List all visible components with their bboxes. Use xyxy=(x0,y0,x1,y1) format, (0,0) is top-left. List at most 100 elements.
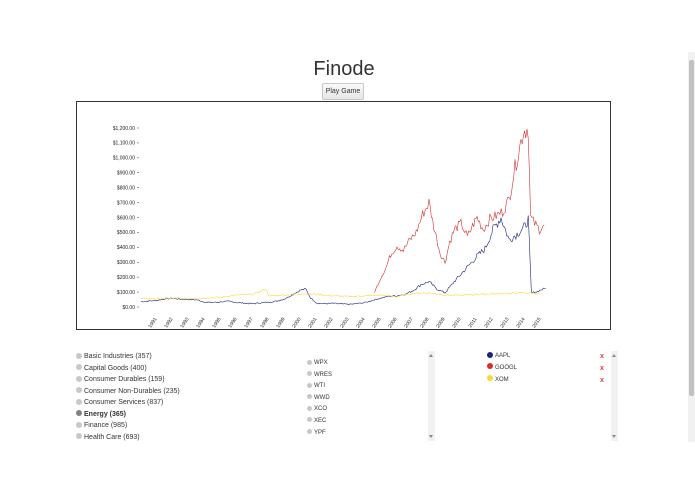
sector-item[interactable]: Health Care (693) xyxy=(74,432,299,442)
sector-item[interactable]: Basic Industries (357) xyxy=(74,351,299,363)
x-tick-label: 2014 xyxy=(515,317,526,329)
x-tick-label: 2010 xyxy=(451,317,462,329)
remove-stock-button[interactable]: x xyxy=(600,364,604,372)
scroll-up-icon[interactable] xyxy=(612,354,616,357)
ticker-item[interactable]: WWD xyxy=(305,393,332,405)
x-tick-label: 1993 xyxy=(179,317,190,329)
window-scrollbar-thumb[interactable] xyxy=(689,60,694,396)
radio-dot-icon xyxy=(76,421,82,428)
radio-dot-icon xyxy=(307,429,312,435)
radio-dot-icon xyxy=(76,352,82,359)
radio-dot-icon xyxy=(307,382,312,388)
x-tick-label: 2008 xyxy=(419,317,430,329)
ticker-list-scrollbar[interactable] xyxy=(428,351,435,441)
ticker-item[interactable]: XEC xyxy=(305,416,332,428)
radio-dot-icon xyxy=(76,375,82,382)
series-line xyxy=(374,128,545,293)
x-tick-label: 2001 xyxy=(307,317,318,329)
x-tick-label: 1997 xyxy=(243,317,254,329)
x-tick-label: 2009 xyxy=(435,317,446,329)
page-title: Finode xyxy=(313,58,375,80)
y-tick-label: $1,000.00 xyxy=(113,156,135,162)
y-tick-label: $400.00 xyxy=(117,245,135,251)
sector-label: Consumer Services (837) xyxy=(84,399,164,406)
portfolio-symbol: AAPL xyxy=(495,353,511,359)
y-tick-label: $700.00 xyxy=(117,200,135,206)
radio-dot-icon xyxy=(307,394,312,400)
ticker-list: WPX WRES WTI WWD XCO XEC YPF xyxy=(301,351,436,441)
remove-stock-button[interactable]: x xyxy=(600,353,604,360)
ticker-label: WPX xyxy=(314,360,328,366)
chart-canvas: $0.00 $100.00 $200.00 $300.00 $400.00 $500.00… xyxy=(113,126,546,329)
sector-label: Capital Goods (400) xyxy=(84,364,147,372)
x-tick-label: 1996 xyxy=(227,317,238,329)
x-tick-label: 2013 xyxy=(499,317,510,329)
scroll-down-icon[interactable] xyxy=(612,435,616,438)
series-color-icon xyxy=(487,351,493,358)
sector-label: Health Care (693) xyxy=(84,433,140,441)
portfolio-item: GOOGL x xyxy=(485,363,618,375)
y-tick-label: $1,100.00 xyxy=(113,141,135,147)
y-tick-label: $300.00 xyxy=(117,260,135,266)
sector-item[interactable]: Capital Goods (400) xyxy=(74,363,299,375)
sector-item[interactable]: Consumer Durables (159) xyxy=(74,374,299,386)
y-tick-label: $1,200.00 xyxy=(113,126,135,132)
ticker-label: WWD xyxy=(314,394,330,401)
sector-item[interactable]: Consumer Services (837) xyxy=(74,397,299,409)
ticker-item[interactable]: WRES xyxy=(305,370,332,382)
y-tick-label: $800.00 xyxy=(117,185,135,191)
x-tick-label: 1991 xyxy=(147,317,158,329)
radio-dot-icon xyxy=(76,387,82,393)
sector-list: Basic Industries (357) Capital Goods (400… xyxy=(74,351,299,441)
sector-label: Finance (985) xyxy=(84,422,128,429)
y-tick-label: $100.00 xyxy=(117,290,135,296)
ticker-label: XEC xyxy=(314,417,327,424)
radio-dot-icon xyxy=(307,371,312,377)
scroll-up-icon[interactable] xyxy=(429,354,433,357)
stock-price-chart: $0.00 $100.00 $200.00 $300.00 $400.00 $500.00… xyxy=(76,101,611,330)
radio-dot-icon xyxy=(307,405,312,411)
x-tick-label: 1992 xyxy=(163,317,174,329)
ticker-label: XCO xyxy=(314,406,328,413)
ticker-item[interactable]: YPF xyxy=(305,428,332,440)
portfolio-list: AAPL x GOOGL x XOM x xyxy=(485,351,618,441)
remove-stock-button[interactable]: x xyxy=(600,376,604,384)
sector-item[interactable]: Consumer Non-Durables (235) xyxy=(74,386,299,398)
portfolio-item: XOM x xyxy=(485,375,618,387)
ticker-item[interactable]: WPX xyxy=(305,358,332,370)
x-tick-label: 1999 xyxy=(275,317,286,329)
radio-dot-icon xyxy=(76,398,82,405)
sector-item[interactable]: Energy (365) xyxy=(74,409,299,421)
series-line xyxy=(140,215,546,306)
radio-dot-icon xyxy=(76,433,82,439)
sector-label: Consumer Durables (159) xyxy=(84,376,165,383)
ticker-item[interactable]: WTI xyxy=(305,381,332,393)
x-tick-label: 1994 xyxy=(195,317,206,329)
ticker-item[interactable]: XCO xyxy=(305,404,332,416)
window-scrollbar[interactable] xyxy=(688,52,695,442)
x-tick-label: 1995 xyxy=(211,317,222,329)
ticker-label: YPF xyxy=(314,429,326,436)
scroll-down-icon[interactable] xyxy=(429,435,433,438)
x-tick-label: 1998 xyxy=(259,317,270,329)
sector-item[interactable]: Finance (985) xyxy=(74,420,299,432)
portfolio-symbol: XOM xyxy=(495,376,509,383)
series-color-icon xyxy=(487,375,493,382)
x-tick-label: 2004 xyxy=(355,317,366,329)
x-tick-label: 2007 xyxy=(403,317,414,329)
portfolio-symbol: GOOGL xyxy=(495,364,518,371)
ticker-label: WTI xyxy=(314,383,325,390)
x-tick-label: 2011 xyxy=(468,317,479,329)
radio-dot-icon xyxy=(307,417,312,423)
x-tick-label: 2002 xyxy=(323,317,334,329)
series-line xyxy=(140,288,541,300)
radio-dot-icon xyxy=(76,364,82,370)
ticker-label: WRES xyxy=(314,371,332,378)
x-tick-label: 2015 xyxy=(531,317,542,329)
x-tick-label: 2012 xyxy=(483,317,494,329)
play-game-button[interactable]: Play Game xyxy=(322,83,364,100)
portfolio-list-scrollbar[interactable] xyxy=(611,351,618,441)
y-tick-label: $900.00 xyxy=(117,171,135,177)
y-tick-label: $600.00 xyxy=(117,215,135,221)
sector-label: Consumer Non-Durables (235) xyxy=(84,387,180,395)
